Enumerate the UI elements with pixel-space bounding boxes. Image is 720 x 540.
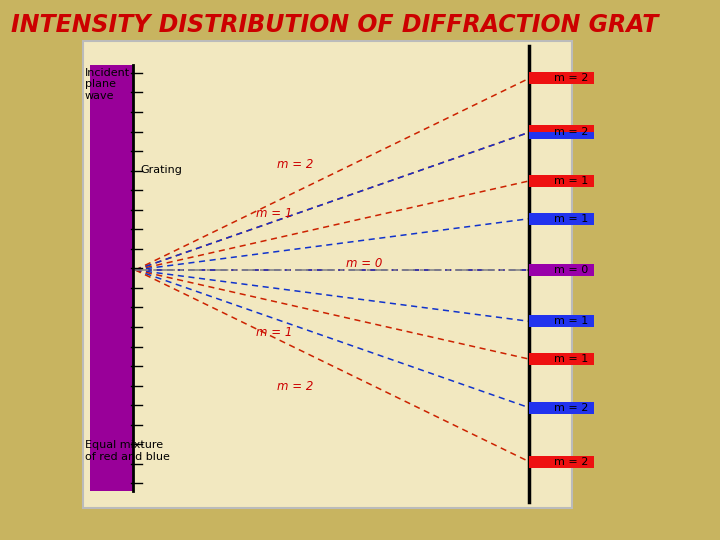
Bar [529,315,594,327]
Text: m = 2: m = 2 [554,127,589,137]
Bar [529,353,594,365]
Text: Equal mixture
of red and blue: Equal mixture of red and blue [85,440,170,462]
Text: m = 1: m = 1 [554,354,589,364]
Text: m = 1: m = 1 [554,316,589,326]
Bar [529,264,594,276]
Text: m = 1: m = 1 [554,214,589,224]
Text: m = 2: m = 2 [277,158,314,171]
Text: m = 2: m = 2 [554,73,589,83]
Text: m = 0: m = 0 [554,265,589,275]
Text: m = 1: m = 1 [256,326,292,339]
Bar [529,132,594,139]
Text: m = 1: m = 1 [256,207,292,220]
Text: m = 1: m = 1 [554,176,589,186]
Text: m = 2: m = 2 [554,457,589,467]
Text: Grating: Grating [140,165,182,175]
Bar [529,402,594,414]
Bar [529,72,594,84]
Text: INTENSITY DISTRIBUTION OF DIFFRACTION GRAT: INTENSITY DISTRIBUTION OF DIFFRACTION GR… [11,14,658,37]
Text: m = 0: m = 0 [346,257,382,270]
Bar [83,40,572,508]
Text: m = 2: m = 2 [277,380,314,393]
Text: m = 2: m = 2 [554,403,589,413]
Bar [529,213,594,225]
Text: Incident
plane
wave: Incident plane wave [85,68,130,100]
Bar [529,175,594,187]
Bar [529,125,594,132]
Bar [529,456,594,468]
Bar [90,65,133,491]
